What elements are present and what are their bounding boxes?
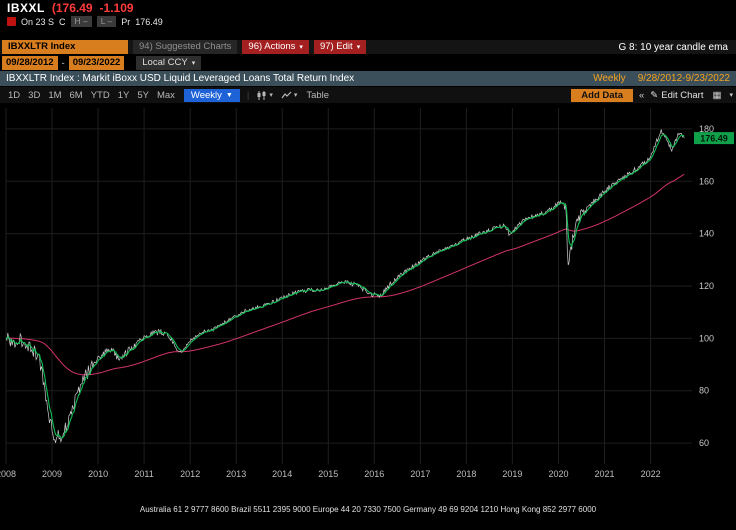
start-date-field[interactable]: 09/28/2012 <box>2 56 58 70</box>
prev-label: Pr <box>121 16 131 27</box>
y-axis-label: 100 <box>699 333 714 343</box>
range-button-group: 1D 3D 1M 6M YTD 1Y 5Y Max <box>4 89 179 102</box>
last-price-badge <box>694 132 734 145</box>
pencil-icon: ✎ <box>650 89 659 101</box>
date-separator: - <box>61 57 65 69</box>
function-bar: IBXXLTR Index 94) Suggested Charts 96) A… <box>0 40 736 54</box>
x-axis-label: 2016 <box>364 469 384 479</box>
y-axis-label: 180 <box>699 124 714 134</box>
date-range-bar: 09/28/2012 - 09/23/2022 Local CCY ▾ <box>0 56 736 70</box>
y-axis-label: 60 <box>699 438 709 448</box>
y-axis-label: 80 <box>699 386 709 396</box>
last-price: (176.49 <box>51 0 93 15</box>
x-axis-label: 2012 <box>180 469 200 479</box>
x-axis-label: 2021 <box>594 469 614 479</box>
chart-title-bar: IBXXLTR Index : Markit iBoxx USD Liquid … <box>0 71 736 86</box>
chevron-down-icon: ▾ <box>293 91 298 99</box>
range-button-1y[interactable]: 1Y <box>117 89 130 101</box>
saved-chart-name: G 8: 10 year candle ema <box>618 41 728 53</box>
chevron-down-icon[interactable]: ▾ <box>729 91 733 99</box>
x-axis-label: 2022 <box>641 469 661 479</box>
alert-icon <box>7 17 16 26</box>
chevron-down-icon: ▼ <box>225 91 233 99</box>
x-axis-label: 2013 <box>226 469 246 479</box>
chart-type-line-button[interactable]: ▾ <box>278 90 301 101</box>
frequency-dropdown[interactable]: Weekly ▼ <box>183 88 240 102</box>
x-axis-label: 2020 <box>548 469 568 479</box>
x-axis-label: 2009 <box>42 469 62 479</box>
chart-type-candlestick-button[interactable]: ▾ <box>253 90 276 101</box>
security-field[interactable]: IBXXLTR Index <box>2 40 128 54</box>
chevron-down-icon: ▾ <box>299 43 303 51</box>
range-button-max[interactable]: Max <box>156 89 175 101</box>
range-button-6m[interactable]: 6M <box>69 89 83 101</box>
date-range-label: 9/28/2012-9/23/2022 <box>637 73 730 84</box>
line-chart-icon <box>281 91 292 98</box>
x-axis-label: 2014 <box>272 469 292 479</box>
session-label: On 23 S <box>21 16 55 27</box>
edit-button[interactable]: 97) Edit ▾ <box>313 40 367 54</box>
quote-detail-line: On 23 S C H – L – Pr 176.49 <box>0 15 736 28</box>
chart-canvas[interactable]: 2008 2009 2010 2011 2012 2013 2014 2015 2016 2017… <box>0 104 736 484</box>
x-axis-label: 2015 <box>318 469 338 479</box>
currency-dropdown[interactable]: Local CCY ▾ <box>136 56 202 70</box>
toolbar-divider: | <box>246 89 250 101</box>
collapse-panel-icon[interactable]: « <box>638 89 645 101</box>
price-change: -1.109 <box>99 0 134 15</box>
chevron-down-icon: ▾ <box>191 59 196 67</box>
footer-contacts-line1: Australia 61 2 9777 8600 Brazil 5511 239… <box>139 505 597 514</box>
chevron-down-icon: ▾ <box>356 43 361 51</box>
end-date-field[interactable]: 09/23/2022 <box>68 56 125 70</box>
y-axis-label: 120 <box>699 281 714 291</box>
x-axis-label: 2008 <box>0 469 16 479</box>
chart-grid-menu-icon[interactable]: ▦ <box>712 89 722 101</box>
range-button-1m[interactable]: 1M <box>48 89 62 101</box>
chart-title: IBXXLTR Index : Markit iBoxx USD Liquid … <box>6 73 355 84</box>
x-axis-label: 2018 <box>456 469 476 479</box>
last-price-badge-text: 176.49 <box>700 134 728 144</box>
x-axis-label: 2011 <box>134 469 153 479</box>
range-button-5y[interactable]: 5Y <box>137 89 149 101</box>
ema-short-line <box>5 133 685 439</box>
y-axis-label: 140 <box>699 229 714 239</box>
low-value-box: L – <box>96 16 117 27</box>
terminal-footer: Australia 61 2 9777 8600 Brazil 5511 239… <box>0 487 736 530</box>
close-label: C <box>59 16 66 27</box>
table-button[interactable]: Table <box>306 89 330 101</box>
x-axis-label: 2019 <box>502 469 522 479</box>
edit-chart-button[interactable]: ✎ Edit Chart <box>650 89 704 101</box>
quote-line: IBXXL (176.49 -1.109 <box>0 0 736 15</box>
high-value-box: H – <box>70 16 92 27</box>
prev-value: 176.49 <box>135 16 163 27</box>
x-axis-label: 2010 <box>88 469 108 479</box>
x-axis-label: 2017 <box>410 469 430 479</box>
chart-toolbar: 1D 3D 1M 6M YTD 1Y 5Y Max Weekly ▼ | ▾ ▾ Table A… <box>0 87 736 103</box>
range-button-1d[interactable]: 1D <box>8 89 21 101</box>
range-button-ytd[interactable]: YTD <box>90 89 110 101</box>
chart-area: 2008 2009 2010 2011 2012 2013 2014 2015 2016 2017… <box>0 104 736 484</box>
price-line <box>5 129 685 444</box>
periodicity-label: Weekly <box>593 73 626 84</box>
suggested-charts-button[interactable]: 94) Suggested Charts <box>133 40 238 54</box>
actions-button[interactable]: 96) Actions ▾ <box>242 40 309 54</box>
chevron-down-icon: ▾ <box>269 91 273 99</box>
range-button-3d[interactable]: 3D <box>28 89 41 101</box>
candlestick-chart-icon <box>257 90 266 100</box>
add-data-button[interactable]: Add Data <box>571 88 633 102</box>
y-axis-label: 160 <box>699 176 714 186</box>
ema-long-line <box>6 173 685 376</box>
ticker-symbol: IBXXL <box>7 0 45 15</box>
